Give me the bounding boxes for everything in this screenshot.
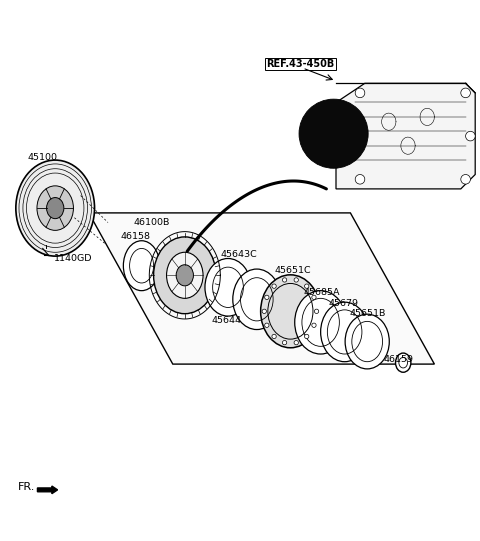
Circle shape — [461, 88, 470, 98]
Circle shape — [294, 278, 299, 282]
Ellipse shape — [396, 353, 411, 372]
Circle shape — [262, 309, 266, 313]
Text: 45679: 45679 — [329, 299, 359, 308]
Text: 45100: 45100 — [28, 153, 58, 162]
Circle shape — [264, 323, 269, 327]
Text: 45685A: 45685A — [303, 288, 340, 296]
Text: 45651B: 45651B — [349, 309, 386, 318]
Circle shape — [312, 295, 316, 300]
Text: FR.: FR. — [18, 483, 36, 492]
Ellipse shape — [37, 186, 73, 230]
Circle shape — [272, 284, 276, 288]
Ellipse shape — [47, 197, 64, 219]
Circle shape — [355, 88, 365, 98]
Circle shape — [314, 309, 319, 313]
Text: 45651C: 45651C — [275, 266, 311, 275]
Ellipse shape — [176, 265, 193, 286]
Circle shape — [272, 334, 276, 339]
Ellipse shape — [154, 237, 216, 314]
Polygon shape — [336, 83, 475, 189]
Polygon shape — [89, 213, 434, 364]
Circle shape — [355, 175, 365, 184]
Ellipse shape — [261, 275, 320, 348]
Ellipse shape — [16, 160, 95, 256]
Circle shape — [264, 295, 269, 300]
Circle shape — [466, 131, 475, 141]
Ellipse shape — [295, 291, 347, 354]
FancyArrow shape — [37, 486, 58, 494]
Ellipse shape — [167, 252, 203, 298]
Text: 45644: 45644 — [211, 316, 241, 325]
Text: 46100B: 46100B — [133, 218, 170, 227]
Circle shape — [282, 278, 287, 282]
Text: 1140GD: 1140GD — [54, 254, 92, 263]
Ellipse shape — [233, 269, 281, 329]
Circle shape — [461, 175, 470, 184]
Text: REF.43-450B: REF.43-450B — [266, 59, 335, 69]
Circle shape — [294, 340, 299, 345]
Text: 46159: 46159 — [383, 355, 413, 364]
Circle shape — [312, 323, 316, 327]
Circle shape — [282, 340, 287, 345]
Circle shape — [304, 284, 309, 288]
Ellipse shape — [205, 259, 251, 316]
Text: 45643C: 45643C — [221, 250, 258, 259]
Text: 46158: 46158 — [121, 232, 151, 241]
Ellipse shape — [345, 314, 389, 369]
Ellipse shape — [123, 241, 160, 291]
Circle shape — [299, 99, 368, 168]
Ellipse shape — [321, 302, 369, 362]
Circle shape — [304, 334, 309, 339]
